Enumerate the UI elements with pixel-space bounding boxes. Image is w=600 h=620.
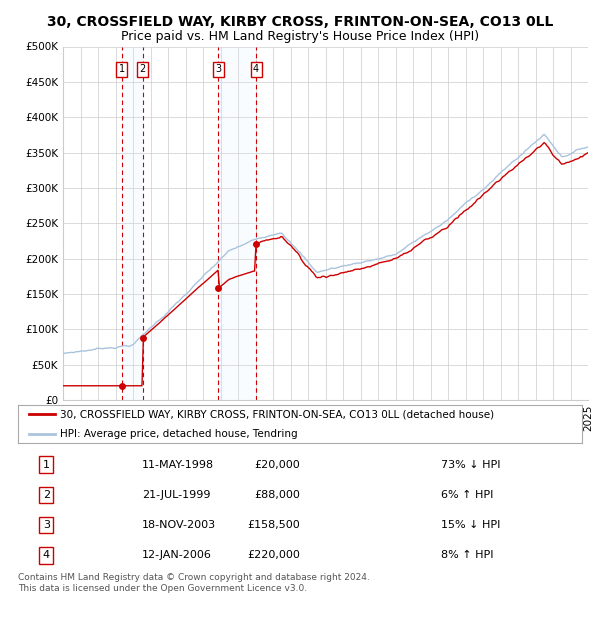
Text: 4: 4 [43,551,50,560]
Text: 1: 1 [119,64,125,74]
Text: 4: 4 [253,64,259,74]
Text: 1: 1 [43,459,50,469]
Text: 30, CROSSFIELD WAY, KIRBY CROSS, FRINTON-ON-SEA, CO13 0LL (detached house): 30, CROSSFIELD WAY, KIRBY CROSS, FRINTON… [60,409,494,420]
Text: 12-JAN-2006: 12-JAN-2006 [142,551,212,560]
Text: 2: 2 [43,490,50,500]
Text: 3: 3 [215,64,221,74]
Text: 8% ↑ HPI: 8% ↑ HPI [441,551,493,560]
Text: 6% ↑ HPI: 6% ↑ HPI [441,490,493,500]
Bar [122,46,143,400]
Text: 15% ↓ HPI: 15% ↓ HPI [441,520,500,530]
Text: 18-NOV-2003: 18-NOV-2003 [142,520,216,530]
Text: HPI: Average price, detached house, Tendring: HPI: Average price, detached house, Tend… [60,428,298,439]
Text: £20,000: £20,000 [254,459,300,469]
Text: Price paid vs. HM Land Registry's House Price Index (HPI): Price paid vs. HM Land Registry's House … [121,30,479,43]
Text: £220,000: £220,000 [247,551,300,560]
Text: 73% ↓ HPI: 73% ↓ HPI [441,459,500,469]
Text: £88,000: £88,000 [254,490,300,500]
Text: 11-MAY-1998: 11-MAY-1998 [142,459,214,469]
Text: 30, CROSSFIELD WAY, KIRBY CROSS, FRINTON-ON-SEA, CO13 0LL: 30, CROSSFIELD WAY, KIRBY CROSS, FRINTON… [47,16,553,30]
Text: 2: 2 [139,64,146,74]
Text: £158,500: £158,500 [247,520,300,530]
Bar [218,46,256,400]
Text: 3: 3 [43,520,50,530]
Text: 21-JUL-1999: 21-JUL-1999 [142,490,211,500]
Text: Contains HM Land Registry data © Crown copyright and database right 2024.
This d: Contains HM Land Registry data © Crown c… [18,574,370,593]
